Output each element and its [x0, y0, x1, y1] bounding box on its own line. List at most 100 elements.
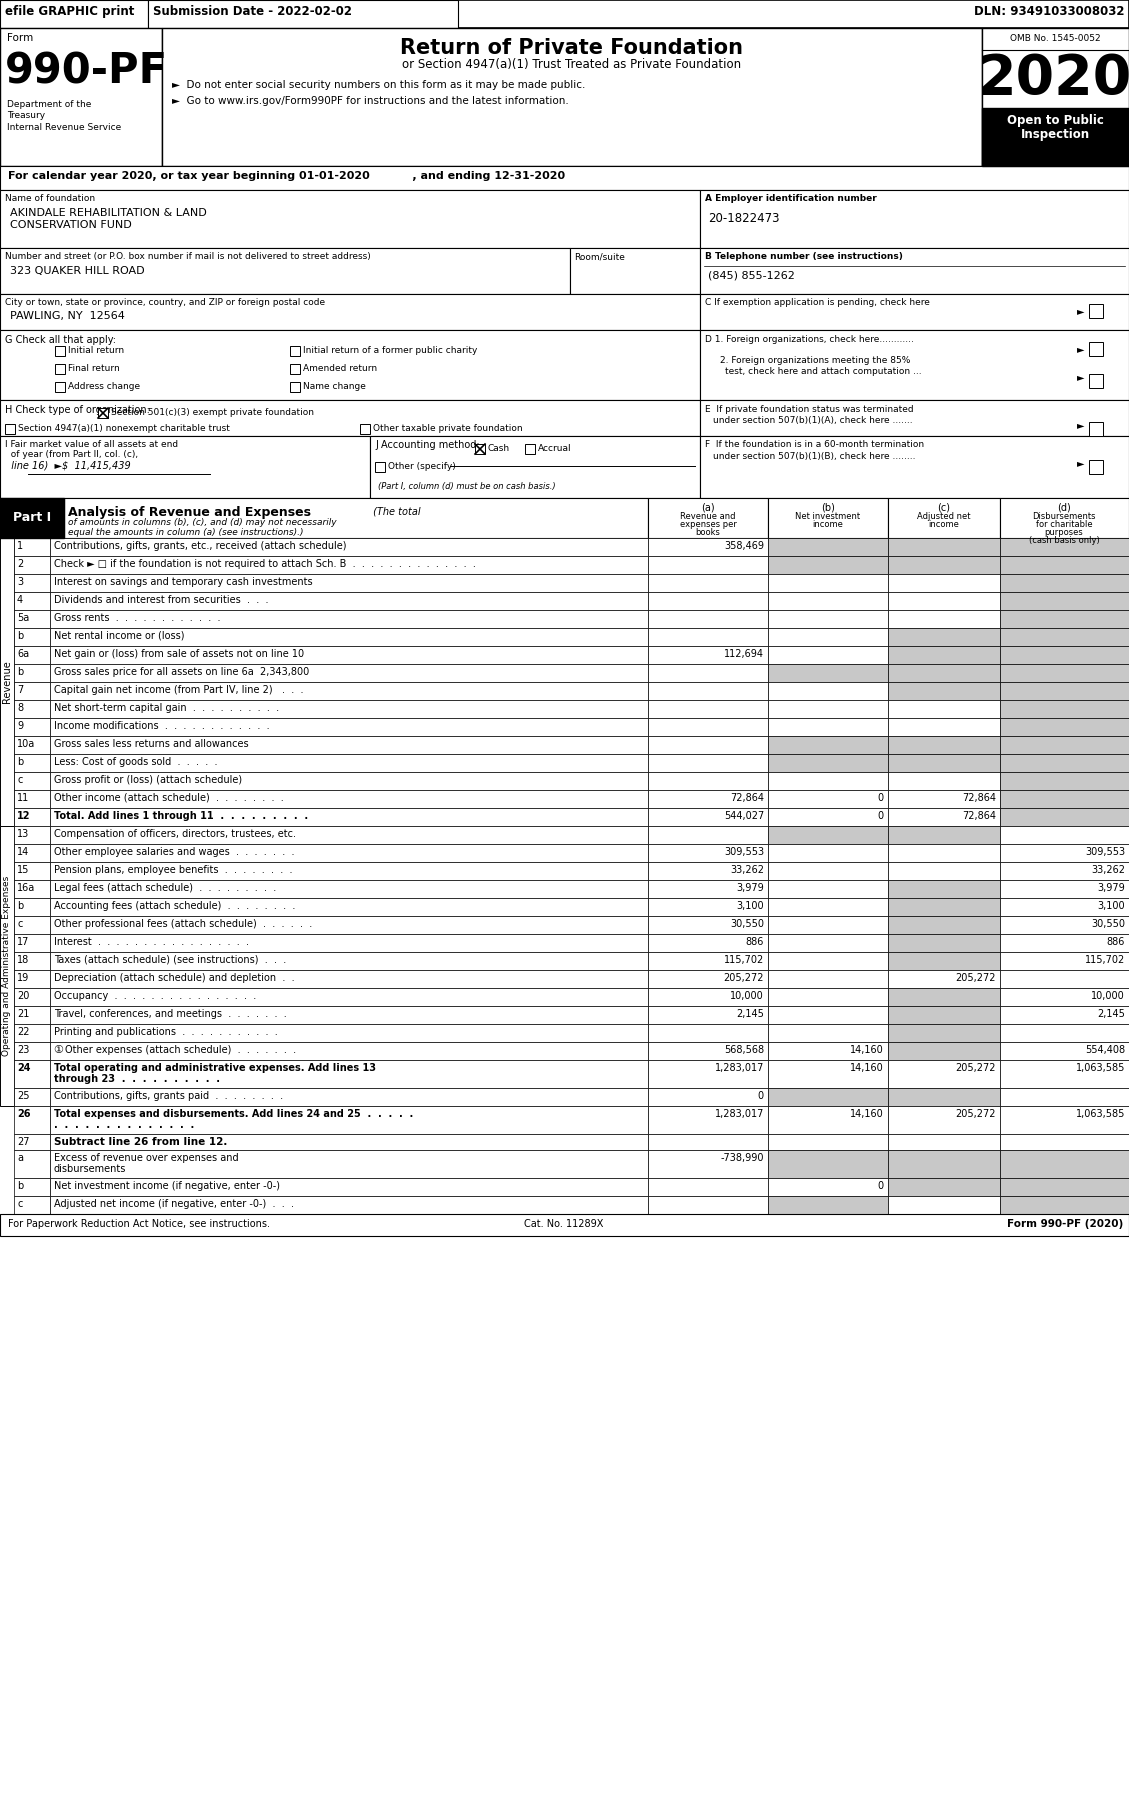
Bar [700, 399, 1129, 435]
Text: 554,408: 554,408 [1085, 1045, 1124, 1055]
Text: D 1. Foreign organizations, check here............: D 1. Foreign organizations, check here..… [704, 334, 913, 343]
Text: Contributions, gifts, grants, etc., received (attach schedule): Contributions, gifts, grants, etc., rece… [54, 541, 347, 550]
Text: OMB No. 1545-0052: OMB No. 1545-0052 [1009, 34, 1101, 43]
Text: 15: 15 [17, 865, 29, 876]
Bar [14, 592, 50, 610]
Bar [50, 1135, 648, 1151]
Bar [14, 556, 50, 574]
Text: 24: 24 [17, 1063, 30, 1073]
Text: income: income [928, 520, 960, 529]
Text: 3,979: 3,979 [1097, 883, 1124, 894]
Bar [768, 969, 889, 987]
Bar [1000, 789, 1129, 807]
Text: Dividends and interest from securities  .  .  .: Dividends and interest from securities .… [54, 595, 269, 604]
Text: Gross profit or (loss) (attach schedule): Gross profit or (loss) (attach schedule) [54, 775, 242, 786]
Bar [768, 879, 889, 897]
Text: 5a: 5a [17, 613, 29, 622]
Bar [50, 915, 648, 933]
Bar [14, 933, 50, 951]
Bar [768, 681, 889, 699]
Text: Final return: Final return [68, 363, 120, 372]
Bar [768, 753, 889, 771]
Bar [889, 663, 1000, 681]
Text: under section 507(b)(1)(B), check here ........: under section 507(b)(1)(B), check here .… [714, 451, 916, 460]
Bar [0, 435, 370, 498]
Text: expenses per: expenses per [680, 520, 736, 529]
Text: Check ► □ if the foundation is not required to attach Sch. B  .  .  .  .  .  .  : Check ► □ if the foundation is not requi… [54, 559, 476, 568]
Bar [700, 331, 1129, 399]
Bar [50, 753, 648, 771]
Bar [50, 897, 648, 915]
Bar [648, 645, 768, 663]
Text: Department of the: Department of the [7, 101, 91, 110]
Text: 205,272: 205,272 [955, 973, 996, 984]
Bar [50, 843, 648, 861]
Text: H Check type of organization:: H Check type of organization: [5, 405, 150, 415]
Bar [889, 789, 1000, 807]
Bar [50, 681, 648, 699]
Bar [1000, 1106, 1129, 1135]
Bar [64, 498, 648, 538]
Bar [14, 969, 50, 987]
Bar [889, 556, 1000, 574]
Bar [1000, 1025, 1129, 1043]
Text: Revenue and: Revenue and [681, 512, 736, 521]
Text: Initial return of a former public charity: Initial return of a former public charit… [303, 345, 478, 354]
Text: Inspection: Inspection [1021, 128, 1089, 140]
Bar [290, 345, 300, 356]
Text: 21: 21 [17, 1009, 29, 1019]
Text: Initial return: Initial return [68, 345, 124, 354]
Bar [50, 825, 648, 843]
Bar [1000, 897, 1129, 915]
Bar [889, 879, 1000, 897]
Text: 568,568: 568,568 [724, 1045, 764, 1055]
Bar [768, 861, 889, 879]
Text: Room/suite: Room/suite [574, 252, 624, 261]
Bar [14, 753, 50, 771]
Text: 112,694: 112,694 [724, 649, 764, 660]
Text: Interest  .  .  .  .  .  .  .  .  .  .  .  .  .  .  .  .  .: Interest . . . . . . . . . . . . . . . .… [54, 937, 250, 948]
Text: 14: 14 [17, 847, 29, 858]
Text: B Telephone number (see instructions): B Telephone number (see instructions) [704, 252, 903, 261]
Bar [768, 915, 889, 933]
Text: (The total: (The total [370, 505, 421, 516]
Bar [14, 825, 50, 843]
Text: Section 501(c)(3) exempt private foundation: Section 501(c)(3) exempt private foundat… [111, 408, 314, 417]
Bar [648, 556, 768, 574]
Bar [768, 610, 889, 628]
Text: of year (from Part II, col. (c),: of year (from Part II, col. (c), [5, 450, 138, 458]
Bar [55, 363, 65, 374]
Bar [1000, 645, 1129, 663]
Text: Adjusted net income (if negative, enter -0-)  .  .  .: Adjusted net income (if negative, enter … [54, 1199, 294, 1208]
Bar [889, 753, 1000, 771]
Bar [648, 1151, 768, 1178]
Text: E  If private foundation status was terminated: E If private foundation status was termi… [704, 405, 913, 414]
Text: ►  Go to www.irs.gov/Form990PF for instructions and the latest information.: ► Go to www.irs.gov/Form990PF for instru… [172, 95, 569, 106]
Bar [50, 610, 648, 628]
Text: Less: Cost of goods sold  .  .  .  .  .: Less: Cost of goods sold . . . . . [54, 757, 218, 768]
Text: 30,550: 30,550 [730, 919, 764, 930]
Text: 23: 23 [17, 1045, 29, 1055]
Bar [50, 987, 648, 1007]
Bar [889, 825, 1000, 843]
Bar [648, 897, 768, 915]
Bar [1000, 1061, 1129, 1088]
Text: Other employee salaries and wages  .  .  .  .  .  .  .: Other employee salaries and wages . . . … [54, 847, 295, 858]
Text: 886: 886 [745, 937, 764, 948]
Text: .  .  .  .  .  .  .  .  .  .  .  .  .  .: . . . . . . . . . . . . . . [54, 1120, 194, 1129]
Text: PAWLING, NY  12564: PAWLING, NY 12564 [10, 311, 125, 322]
Bar [50, 699, 648, 717]
Bar [0, 248, 570, 295]
Text: 19: 19 [17, 973, 29, 984]
Bar [889, 592, 1000, 610]
Text: 6a: 6a [17, 649, 29, 660]
Bar [50, 592, 648, 610]
Bar [768, 574, 889, 592]
Bar [648, 699, 768, 717]
Bar [648, 843, 768, 861]
Text: Net short-term capital gain  .  .  .  .  .  .  .  .  .  .: Net short-term capital gain . . . . . . … [54, 703, 279, 714]
Text: of amounts in columns (b), (c), and (d) may not necessarily: of amounts in columns (b), (c), and (d) … [68, 518, 336, 527]
Bar [50, 807, 648, 825]
Bar [1000, 807, 1129, 825]
Text: 2. Foreign organizations meeting the 85%: 2. Foreign organizations meeting the 85% [720, 356, 910, 365]
